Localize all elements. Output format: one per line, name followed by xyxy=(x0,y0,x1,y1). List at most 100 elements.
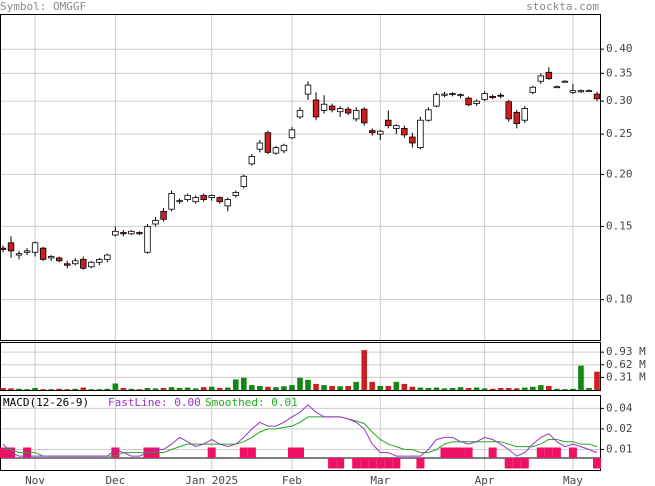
volume-bar xyxy=(473,387,480,390)
volume-bar xyxy=(152,388,159,390)
candle-body xyxy=(136,232,143,235)
volume-bar xyxy=(241,377,247,390)
candle-body xyxy=(320,103,328,111)
volume-bar xyxy=(329,385,335,390)
candle-body xyxy=(489,96,496,98)
volume-bar xyxy=(265,386,271,390)
candle-body xyxy=(152,220,159,225)
volume-bar xyxy=(184,387,191,390)
candle-body xyxy=(248,155,256,165)
candle-body xyxy=(160,210,167,220)
candle-body xyxy=(0,247,7,250)
candle-body xyxy=(513,111,520,124)
macd-histogram-bar xyxy=(464,447,473,458)
volume-bar xyxy=(112,383,119,390)
macd-histogram-bar xyxy=(376,458,385,469)
volume-bar xyxy=(361,350,368,390)
candle-body xyxy=(304,84,312,95)
candle-body xyxy=(537,75,545,82)
candle-body xyxy=(481,93,488,100)
volume-bar xyxy=(562,389,568,390)
macd-histogram-bar xyxy=(295,447,305,458)
volume-bar xyxy=(64,389,71,390)
macd-histogram-bar xyxy=(392,458,401,469)
candle-body xyxy=(393,125,400,129)
candle-body xyxy=(216,197,223,203)
chart-title: Symbol: OMGGF xyxy=(0,0,86,13)
volume-bar xyxy=(570,388,576,390)
candle-body xyxy=(80,258,87,269)
candle-body xyxy=(361,108,368,124)
volume-bar xyxy=(457,387,464,390)
volume-bar xyxy=(40,389,46,390)
volume-bar xyxy=(32,387,38,390)
volume-bar xyxy=(249,385,255,390)
y-tick-label: 0.20 xyxy=(606,167,633,180)
candle-body xyxy=(55,257,63,262)
candle-body xyxy=(457,94,464,97)
x-tick-label: Apr xyxy=(475,474,495,486)
source: stockta.com xyxy=(526,0,599,13)
volume-bar xyxy=(0,387,6,390)
candle-body xyxy=(288,129,296,139)
volume-bar xyxy=(88,389,95,390)
volume-bar xyxy=(289,385,295,390)
volume-bar xyxy=(465,387,472,390)
macd-histogram-bar xyxy=(368,458,377,469)
y-tick-label: 0.01 xyxy=(606,442,633,455)
candle-body xyxy=(385,119,392,127)
y-tick-label: 0.15 xyxy=(606,219,633,232)
y-tick-label: 0.02 xyxy=(606,422,633,435)
macd-histogram-bar xyxy=(207,447,216,458)
candle-body xyxy=(312,99,320,118)
volume-bar xyxy=(297,377,303,390)
volume-bar xyxy=(72,388,79,390)
volume-bar xyxy=(481,388,488,390)
volume-bar xyxy=(385,385,392,390)
macd-histogram-bar xyxy=(352,458,361,469)
y-tick-label: 0.31 M xyxy=(606,370,646,383)
candle-body xyxy=(128,230,135,235)
volume-bar xyxy=(168,387,175,390)
x-tick-label: Jan 2025 xyxy=(185,474,238,486)
candle-body xyxy=(553,86,561,89)
volume-bar xyxy=(337,386,343,390)
candle-body xyxy=(433,94,440,107)
candle-body xyxy=(449,93,456,95)
volume-bar xyxy=(24,389,30,390)
volume-bar xyxy=(313,383,319,390)
candle-body xyxy=(23,250,31,253)
x-tick-label: May xyxy=(563,474,583,486)
macd-histogram-bar xyxy=(520,458,529,469)
volume-bar xyxy=(489,388,496,390)
macd-histogram-bar xyxy=(448,447,457,458)
volume-bar xyxy=(48,389,54,390)
macd-smooth-label: Smoothed: 0.01 xyxy=(205,396,298,409)
candle-body xyxy=(561,80,569,83)
candle-body xyxy=(344,108,352,114)
candle-body xyxy=(296,110,304,118)
candle-body xyxy=(441,93,448,96)
volume-bar xyxy=(594,371,600,390)
macd-histogram-bar xyxy=(568,447,577,458)
x-tick-label: Feb xyxy=(282,474,302,486)
candle-body xyxy=(377,130,384,135)
macd-histogram-bar xyxy=(416,458,425,469)
candle-body xyxy=(208,195,215,198)
volume-bar xyxy=(216,387,223,390)
candle-body xyxy=(545,71,553,79)
candle-body xyxy=(336,108,344,113)
volume-bar xyxy=(538,385,544,390)
candle-body xyxy=(465,97,472,106)
macd-fast-label: FastLine: 0.00 xyxy=(108,396,201,409)
candle-body xyxy=(88,261,95,268)
candle-body xyxy=(184,195,191,200)
candle-body xyxy=(96,258,103,263)
volume-bar xyxy=(232,379,239,390)
x-tick-label: Dec xyxy=(105,474,125,486)
candle-body xyxy=(328,105,336,111)
macd-histogram-bar xyxy=(360,458,369,469)
candle-body xyxy=(529,86,536,93)
